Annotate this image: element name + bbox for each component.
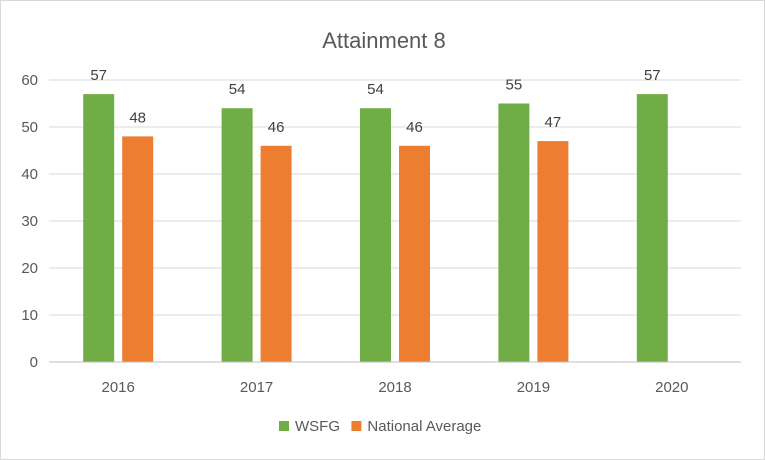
legend-label: WSFG	[295, 418, 340, 435]
y-tick-label: 20	[21, 260, 38, 277]
y-tick-label: 30	[21, 213, 38, 230]
data-label: 46	[406, 119, 423, 136]
chart-title: Attainment 8	[322, 28, 446, 53]
bar-national-average	[122, 136, 154, 362]
data-label: 57	[90, 67, 107, 84]
data-label: 54	[367, 81, 384, 98]
bar-national-average	[260, 145, 292, 362]
y-tick-label: 0	[30, 354, 38, 371]
x-tick-label: 2016	[102, 379, 135, 396]
bar-wsfg	[360, 108, 391, 362]
data-label: 54	[229, 81, 246, 98]
legend: WSFG National Average	[279, 418, 481, 435]
data-label: 47	[545, 114, 562, 131]
y-axis: 0 10 20 30 40 50 60	[21, 72, 38, 371]
bar-wsfg	[83, 94, 115, 362]
y-tick-label: 60	[21, 72, 38, 89]
y-tick-label: 50	[21, 119, 38, 136]
legend-item: National Average	[351, 418, 481, 435]
bar-national-average	[537, 141, 569, 362]
bar-wsfg	[498, 103, 530, 362]
data-label: 57	[644, 67, 661, 84]
data-label: 48	[129, 109, 146, 126]
bar-national-average	[399, 145, 430, 362]
data-label: 46	[268, 119, 285, 136]
data-label: 55	[506, 77, 523, 94]
x-tick-label: 2017	[240, 379, 273, 396]
legend-label: National Average	[367, 418, 481, 435]
x-tick-label: 2019	[517, 379, 550, 396]
bar-wsfg	[221, 108, 253, 362]
x-axis: 2016 2017 2018 2019 2020	[49, 361, 741, 396]
bar-wsfg	[636, 94, 668, 362]
legend-swatch	[351, 421, 362, 431]
x-tick-label: 2020	[655, 379, 688, 396]
x-tick-label: 2018	[378, 379, 411, 396]
legend-swatch	[279, 421, 289, 431]
y-tick-label: 10	[21, 307, 38, 324]
y-tick-label: 40	[21, 166, 38, 183]
gridlines	[49, 79, 741, 316]
legend-item: WSFG	[279, 418, 340, 435]
bars: 57 48 54 46 54 46 55 47 57	[83, 67, 668, 362]
